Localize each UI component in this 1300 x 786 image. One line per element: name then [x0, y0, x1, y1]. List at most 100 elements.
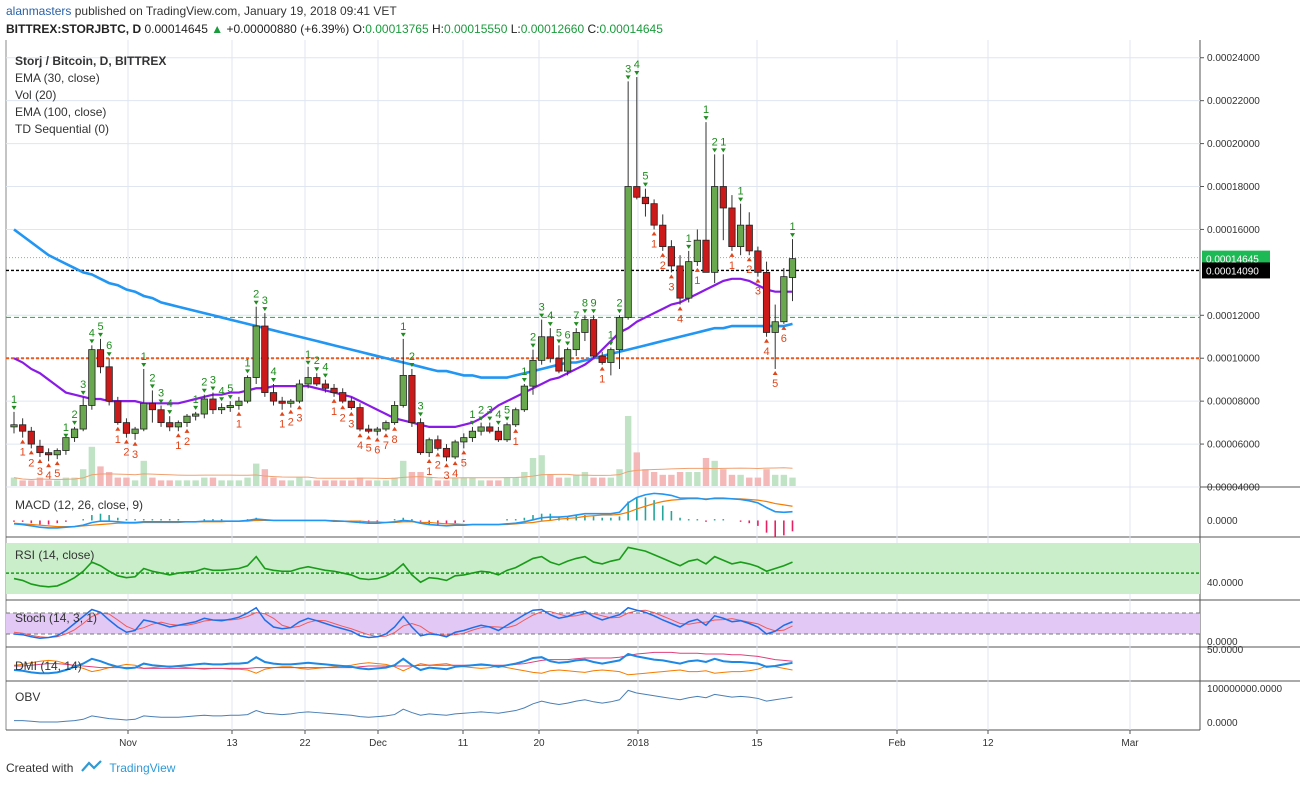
volume-bar	[676, 472, 684, 486]
volume-bar	[227, 480, 234, 486]
legend-ema100: EMA (100, close)	[15, 105, 106, 119]
td-count-label: 2	[288, 417, 294, 429]
volume-bar	[642, 469, 649, 486]
candle-body	[278, 400, 286, 404]
author-link[interactable]: alanmasters	[6, 4, 72, 18]
volume-bar	[19, 480, 26, 486]
td-count-label: 2	[340, 412, 346, 424]
candle-body	[226, 405, 234, 408]
price-tick-label: 0.00016000	[1207, 225, 1260, 236]
close-value: 0.00014645	[599, 22, 663, 36]
td-arrow-up-icon	[132, 441, 138, 446]
volume-bar	[495, 480, 502, 486]
volume-bar	[685, 472, 692, 486]
td-count-label: 5	[461, 457, 467, 469]
volume-bar	[659, 474, 666, 486]
td-count-label: 1	[608, 329, 614, 341]
price-tick-label: 0.00020000	[1207, 139, 1260, 150]
td-count-label: 1	[651, 238, 657, 250]
volume-bar	[157, 480, 165, 486]
td-count-label: 2	[253, 289, 259, 301]
td-count-label: 2	[201, 377, 207, 389]
tradingview-brand-link[interactable]: TradingView	[109, 761, 176, 775]
td-count-label: 4	[89, 327, 95, 339]
volume-bar	[512, 477, 519, 486]
td-count-label: 2	[746, 264, 752, 276]
td-arrow-up-icon	[366, 435, 372, 440]
candle-body	[503, 424, 511, 441]
td-count-label: 1	[729, 260, 735, 272]
legend-volume: Vol (20)	[15, 88, 56, 102]
td-arrow-up-icon	[54, 461, 60, 466]
volume-bar	[218, 480, 225, 486]
td-arrow-down-icon	[80, 390, 86, 395]
volume-bar	[460, 477, 467, 486]
td-arrow-up-icon	[279, 411, 285, 416]
td-count-label: 2	[616, 297, 622, 309]
td-arrow-down-icon	[245, 369, 251, 374]
volume-bar	[503, 477, 511, 486]
volume-bar	[365, 480, 372, 486]
candle-body	[771, 321, 779, 333]
td-arrow-down-icon	[625, 75, 631, 80]
volume-bar	[382, 480, 390, 486]
td-arrow-down-icon	[227, 395, 233, 400]
volume-bar	[529, 458, 537, 486]
td-count-label: 1	[426, 466, 432, 478]
stoch-d-line	[13, 609, 793, 639]
legend-rsi: RSI (14, close)	[15, 548, 94, 562]
candle-body	[754, 250, 762, 273]
obv-axis-label: 100000000.0000	[1207, 684, 1283, 695]
high-label: H:	[431, 22, 444, 36]
td-count-label: 1	[193, 394, 199, 406]
volume-bar	[270, 477, 277, 486]
td-count-label: 1	[513, 436, 519, 448]
td-arrow-up-icon	[296, 405, 302, 410]
td-count-label: 1	[20, 447, 26, 459]
price-axis[interactable]: 0.00024000 0.00022000 0.00020000 0.00018000…	[1200, 53, 1270, 494]
low-value: 0.00012660	[520, 22, 585, 36]
candle-body	[339, 392, 347, 402]
date-tick-label: 12	[982, 738, 994, 749]
td-arrow-up-icon	[694, 267, 700, 272]
td-arrow-down-icon	[530, 343, 536, 348]
macd-line	[13, 492, 793, 529]
td-arrow-up-icon	[357, 433, 363, 438]
volume-bar	[45, 480, 52, 486]
volume-bar	[668, 474, 675, 486]
volume-ma-line	[13, 467, 793, 480]
candle-body	[719, 186, 727, 209]
td-arrow-up-icon	[28, 450, 34, 455]
volume-bar	[391, 477, 398, 486]
td-count-label: 3	[348, 419, 354, 431]
date-axis[interactable]: Nov 13 22 Dec 11 20 2018 15 Feb 12 Mar	[119, 730, 1139, 749]
td-arrow-down-icon	[608, 341, 614, 346]
candle-body	[512, 409, 520, 426]
td-arrow-down-icon	[210, 386, 216, 391]
td-arrow-down-icon	[253, 300, 259, 305]
td-arrow-up-icon	[772, 370, 778, 375]
volume-bar	[114, 477, 121, 486]
volume-bar	[287, 480, 294, 486]
td-arrow-up-icon	[755, 278, 761, 283]
candle-body	[728, 207, 736, 248]
volume-bar	[451, 477, 459, 486]
volume-bar	[694, 472, 701, 486]
candle-body	[235, 400, 243, 406]
td-count-label: 5	[227, 383, 233, 395]
td-arrow-down-icon	[98, 332, 103, 337]
tradingview-logo-icon[interactable]	[81, 760, 103, 776]
td-arrow-up-icon	[781, 325, 787, 330]
candle-body	[633, 186, 641, 198]
td-count-label: 4	[634, 59, 640, 71]
td-count-label: 3	[158, 387, 164, 399]
candle-body	[737, 224, 745, 248]
td-arrow-up-icon	[599, 366, 605, 371]
candle-body	[615, 317, 624, 351]
candle-body	[45, 452, 53, 456]
candle-body	[321, 383, 330, 389]
td-arrow-down-icon	[565, 341, 571, 346]
td-count-label: 4	[452, 468, 458, 480]
